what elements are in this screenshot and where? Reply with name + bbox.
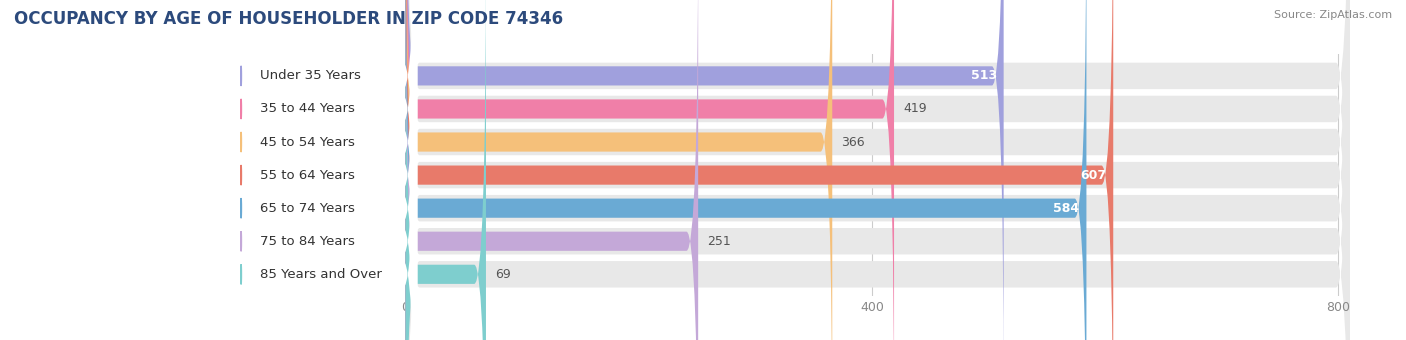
FancyBboxPatch shape bbox=[405, 0, 1004, 340]
FancyBboxPatch shape bbox=[405, 0, 1350, 340]
FancyBboxPatch shape bbox=[225, 0, 418, 340]
FancyBboxPatch shape bbox=[405, 0, 1350, 340]
FancyBboxPatch shape bbox=[405, 0, 486, 340]
FancyBboxPatch shape bbox=[225, 0, 418, 340]
Text: 35 to 44 Years: 35 to 44 Years bbox=[260, 102, 354, 116]
FancyBboxPatch shape bbox=[405, 0, 1350, 340]
Text: 607: 607 bbox=[1080, 169, 1107, 182]
FancyBboxPatch shape bbox=[225, 0, 418, 340]
FancyBboxPatch shape bbox=[405, 0, 1350, 340]
Text: 584: 584 bbox=[1053, 202, 1080, 215]
FancyBboxPatch shape bbox=[405, 0, 1350, 340]
Text: 75 to 84 Years: 75 to 84 Years bbox=[260, 235, 354, 248]
Text: OCCUPANCY BY AGE OF HOUSEHOLDER IN ZIP CODE 74346: OCCUPANCY BY AGE OF HOUSEHOLDER IN ZIP C… bbox=[14, 10, 564, 28]
FancyBboxPatch shape bbox=[225, 0, 418, 340]
FancyBboxPatch shape bbox=[405, 0, 1087, 340]
FancyBboxPatch shape bbox=[405, 0, 699, 340]
FancyBboxPatch shape bbox=[405, 0, 1350, 340]
Text: 45 to 54 Years: 45 to 54 Years bbox=[260, 136, 354, 149]
FancyBboxPatch shape bbox=[405, 0, 832, 340]
Text: 69: 69 bbox=[495, 268, 510, 281]
Text: 55 to 64 Years: 55 to 64 Years bbox=[260, 169, 354, 182]
FancyBboxPatch shape bbox=[225, 0, 418, 340]
Text: 419: 419 bbox=[904, 102, 927, 116]
FancyBboxPatch shape bbox=[405, 0, 1350, 340]
Text: 85 Years and Over: 85 Years and Over bbox=[260, 268, 381, 281]
FancyBboxPatch shape bbox=[225, 0, 418, 340]
Text: 65 to 74 Years: 65 to 74 Years bbox=[260, 202, 354, 215]
FancyBboxPatch shape bbox=[225, 0, 418, 340]
FancyBboxPatch shape bbox=[405, 0, 1114, 340]
FancyBboxPatch shape bbox=[405, 0, 894, 340]
Text: Source: ZipAtlas.com: Source: ZipAtlas.com bbox=[1274, 10, 1392, 20]
Text: 513: 513 bbox=[970, 69, 997, 82]
Text: Under 35 Years: Under 35 Years bbox=[260, 69, 361, 82]
Text: 366: 366 bbox=[842, 136, 865, 149]
Text: 251: 251 bbox=[707, 235, 731, 248]
